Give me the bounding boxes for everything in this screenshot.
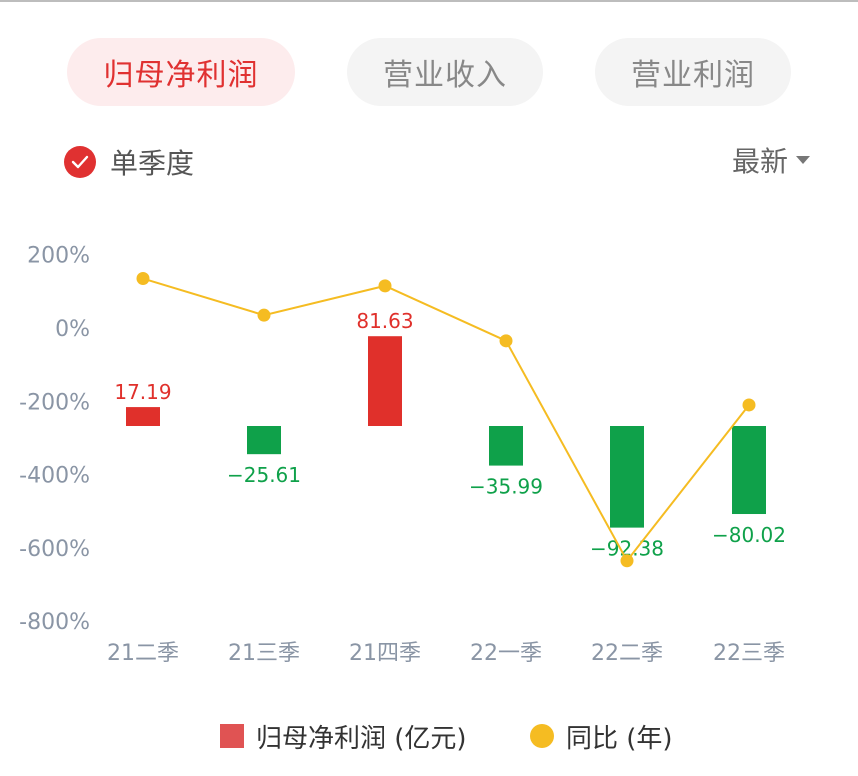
- tab-revenue[interactable]: 营业收入: [347, 38, 543, 106]
- bar: [247, 426, 281, 455]
- bar: [368, 336, 402, 426]
- yoy-point: [499, 334, 513, 348]
- x-tick-label: 22三季: [713, 641, 785, 666]
- y-tick-label: -400%: [19, 464, 90, 489]
- bar: [610, 426, 644, 528]
- y-tick-label: 0%: [55, 317, 90, 342]
- x-tick-label: 21四季: [349, 641, 421, 666]
- bar-value-label: −80.02: [712, 523, 786, 547]
- yoy-point: [742, 398, 756, 412]
- yoy-point: [257, 308, 271, 322]
- x-tick-label: 22二季: [591, 641, 663, 666]
- y-tick-label: -600%: [19, 537, 90, 562]
- bar-value-label: 17.19: [114, 380, 171, 404]
- x-tick-label: 21三季: [228, 641, 300, 666]
- single-quarter-toggle[interactable]: 单季度: [64, 144, 194, 180]
- legend-bar-label: 归母净利润 (亿元): [256, 723, 467, 754]
- x-tick-label: 21二季: [107, 641, 179, 666]
- bar-value-label: 81.63: [356, 309, 413, 333]
- bar: [732, 426, 766, 515]
- tab-net-profit[interactable]: 归母净利润: [67, 38, 295, 106]
- yoy-point: [620, 554, 634, 568]
- caret-down-icon: [796, 156, 810, 164]
- bar-value-label: −35.99: [469, 475, 543, 499]
- y-tick-label: -200%: [19, 390, 90, 415]
- legend-bar-swatch: [220, 724, 244, 748]
- net-profit-chart: 200% 0% -200% -400% -600% -800% 17.19 −25.61 81.…: [19, 244, 786, 666]
- sort-label: 最新: [731, 145, 788, 178]
- yoy-point: [136, 272, 150, 286]
- bar: [489, 426, 523, 466]
- x-tick-label: 22一季: [470, 641, 542, 666]
- sort-dropdown[interactable]: 最新: [732, 142, 810, 178]
- legend-item-line: 同比 (年): [530, 714, 673, 758]
- bar-value-label: −25.61: [227, 463, 301, 487]
- yoy-point: [378, 279, 392, 293]
- check-circle-icon: [64, 146, 96, 178]
- y-tick-label: 200%: [27, 244, 90, 269]
- legend-line-label: 同比 (年): [566, 723, 673, 754]
- yoy-line: [142, 277, 750, 563]
- y-tick-label: -800%: [19, 610, 90, 635]
- top-divider: [0, 0, 858, 2]
- chart-legend: 归母净利润 (亿元) 同比 (年): [0, 714, 858, 758]
- legend-item-bar: 归母净利润 (亿元): [220, 714, 467, 758]
- toggle-label: 单季度: [110, 147, 195, 180]
- legend-line-swatch: [530, 724, 554, 748]
- bar: [126, 407, 160, 426]
- tab-operating-profit[interactable]: 营业利润: [595, 38, 791, 106]
